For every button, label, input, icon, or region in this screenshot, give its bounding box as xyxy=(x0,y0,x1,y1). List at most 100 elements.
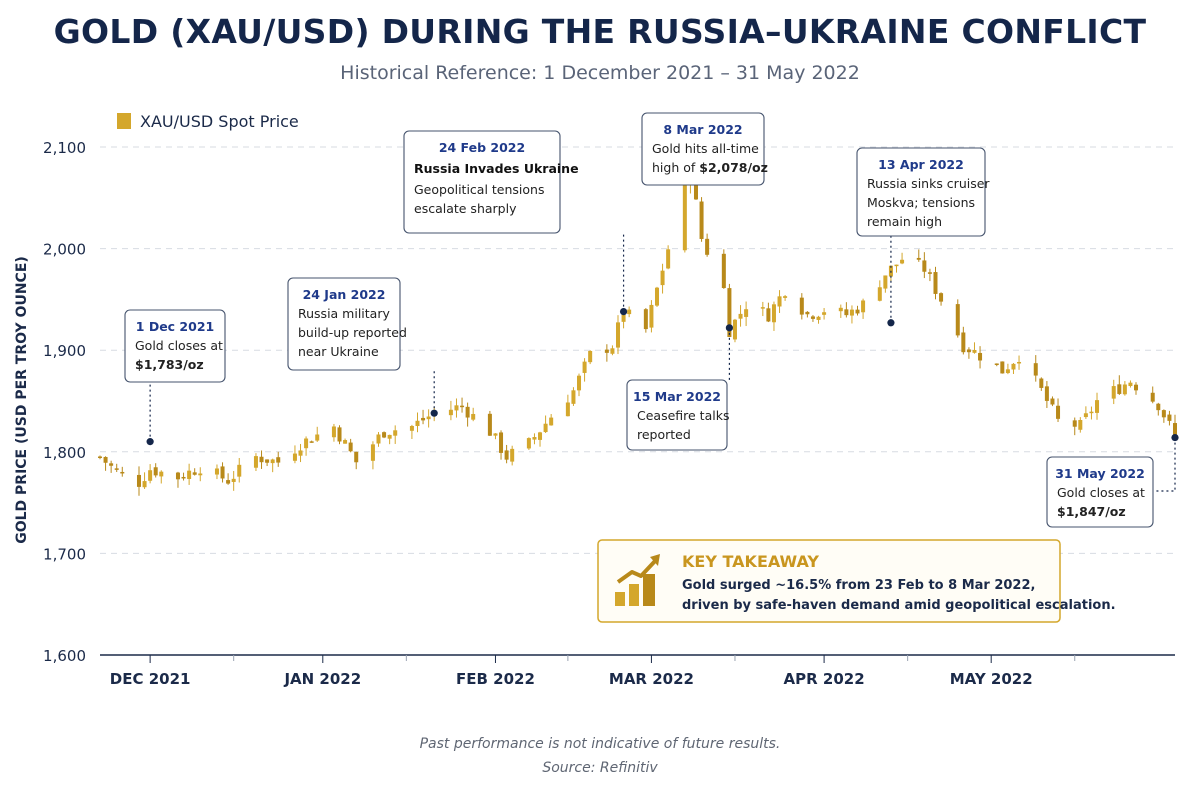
candle-body xyxy=(265,459,270,463)
candle-body xyxy=(799,297,804,315)
annotation-date: 24 Feb 2022 xyxy=(439,140,525,155)
annotation-box xyxy=(856,147,986,237)
candle-body xyxy=(103,456,108,463)
candle-body xyxy=(916,257,921,260)
candle-body xyxy=(1072,420,1077,427)
x-tick-label: MAY 2022 xyxy=(950,670,1033,688)
candle-body xyxy=(972,349,977,353)
candle-body xyxy=(276,457,281,463)
growth-chart-icon xyxy=(615,554,660,606)
candle-body xyxy=(1128,382,1133,387)
candle-body xyxy=(120,471,125,474)
candle-body xyxy=(705,238,710,255)
candle-body xyxy=(159,471,164,477)
candle-body xyxy=(393,430,398,436)
candle-body xyxy=(198,473,203,476)
candle-body xyxy=(337,427,342,442)
candle-body xyxy=(298,450,303,456)
annotation-date: 8 Mar 2022 xyxy=(663,122,742,137)
candle-body xyxy=(961,332,966,353)
candle-body xyxy=(1056,405,1061,419)
candle-body xyxy=(1044,386,1049,401)
candle-body xyxy=(504,450,509,460)
candle-body xyxy=(666,249,671,269)
candle-body xyxy=(1161,410,1166,418)
candle-body xyxy=(966,349,971,353)
candle-body xyxy=(331,426,336,438)
candle-body xyxy=(1033,363,1038,376)
y-tick-label: 1,600 xyxy=(43,647,86,665)
candle-body xyxy=(922,260,927,272)
annotation-marker xyxy=(1171,433,1179,442)
annotation-text: Geopolitical tensions xyxy=(414,182,545,197)
candle-body xyxy=(148,470,153,481)
candle-body xyxy=(226,480,231,484)
legend-swatch xyxy=(117,113,131,129)
annotation-date: 13 Apr 2022 xyxy=(878,157,964,172)
annotation-text: high of $2,078/oz xyxy=(652,160,768,175)
annotation-headline: Russia Invades Ukraine xyxy=(414,161,579,176)
candle-body xyxy=(253,456,258,468)
candle-body xyxy=(532,437,537,440)
candle-body xyxy=(861,300,866,313)
candle-body xyxy=(877,287,882,301)
annotation-24-jan-2022: 24 Jan 2022 Russia military build-up repor… xyxy=(287,277,438,417)
candle-body xyxy=(493,433,498,436)
takeaway-heading: KEY TAKEAWAY xyxy=(682,552,819,571)
candle-body xyxy=(610,348,615,354)
candle-body xyxy=(192,472,197,475)
candle-body xyxy=(1050,398,1055,405)
candle-body xyxy=(621,314,626,322)
candle-body xyxy=(387,434,392,439)
candle-body xyxy=(460,405,465,408)
annotation-marker xyxy=(887,319,895,327)
annotation-13-apr-2022: 13 Apr 2022 Russia sinks cruiser Moskva; t… xyxy=(856,147,990,327)
candle-body xyxy=(699,201,704,239)
candle-body xyxy=(900,259,905,264)
annotation-marker xyxy=(430,409,438,417)
candle-body xyxy=(1017,361,1022,364)
candle-body xyxy=(231,478,236,482)
candle-body xyxy=(604,349,609,353)
candle-body xyxy=(760,307,765,309)
candle-body xyxy=(1117,384,1122,394)
annotation-text: near Ukraine xyxy=(298,344,379,359)
candle-body xyxy=(153,467,158,476)
candle-body xyxy=(1095,400,1100,413)
icon-arrow-head xyxy=(650,554,660,566)
annotation-text: Gold closes at xyxy=(1057,485,1145,500)
candle-body xyxy=(220,466,225,479)
x-tick-label: JAN 2022 xyxy=(283,670,361,688)
x-tick-label: DEC 2021 xyxy=(110,670,191,688)
candle-body xyxy=(499,432,504,453)
candle-body xyxy=(354,451,359,463)
candle-body xyxy=(721,253,726,289)
candle-body xyxy=(1111,386,1116,399)
annotation-text: Gold closes at xyxy=(135,338,223,353)
candle-body xyxy=(538,432,543,440)
annotation-marker xyxy=(619,307,628,316)
candle-body xyxy=(933,272,938,294)
candle-body xyxy=(1000,361,1005,374)
candle-body xyxy=(777,296,782,307)
candle-body xyxy=(109,463,114,466)
y-tick-label: 1,900 xyxy=(43,342,86,360)
candle-body xyxy=(727,288,732,337)
annotation-text: Gold hits all-time xyxy=(652,141,759,156)
candle-body xyxy=(114,468,119,470)
annotation-24-feb-2022: 24 Feb 2022 Russia Invades Ukraine Geopoli… xyxy=(403,130,628,316)
candle-body xyxy=(543,423,548,433)
annotation-date: 15 Mar 2022 xyxy=(633,389,721,404)
icon-bar xyxy=(629,584,639,606)
candle-body xyxy=(1083,413,1088,418)
candle-body xyxy=(142,481,147,488)
candle-body xyxy=(343,440,348,444)
takeaway-frame xyxy=(597,539,1061,623)
candle-body xyxy=(810,316,815,319)
candle-body xyxy=(175,472,180,480)
y-axis-title: GOLD PRICE (USD PER TROY OUNCE) xyxy=(14,256,30,544)
takeaway-line-1: Gold surged ~16.5% from 23 Feb to 8 Mar … xyxy=(682,578,1035,593)
candle-body xyxy=(549,417,554,426)
candle-body xyxy=(465,406,470,418)
